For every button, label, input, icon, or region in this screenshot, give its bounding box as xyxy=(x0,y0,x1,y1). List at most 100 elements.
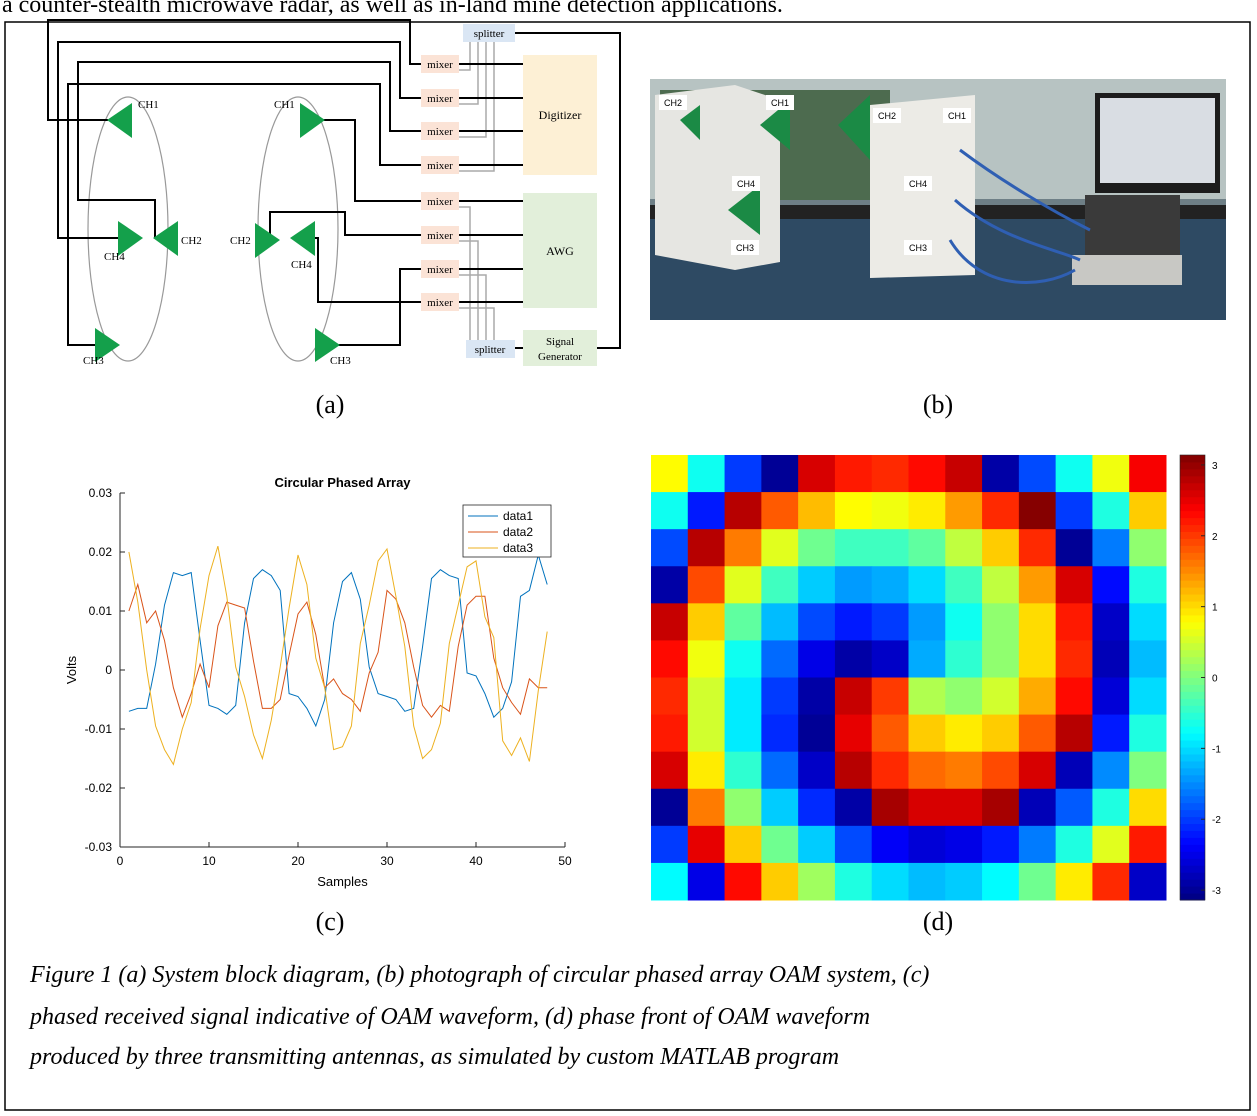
heatmap-cell xyxy=(687,788,726,827)
heatmap-cell xyxy=(1055,677,1093,716)
heatmap-cell xyxy=(908,862,946,901)
colorbar-segment xyxy=(1180,503,1205,512)
photo-label: CH3 xyxy=(909,243,927,253)
heatmap-cell xyxy=(1092,492,1130,530)
heatmap-cell xyxy=(1092,640,1130,678)
heatmap-cell xyxy=(1018,640,1057,678)
mixer-box xyxy=(421,55,459,73)
heatmap-cell xyxy=(687,603,726,641)
heatmap-cell xyxy=(798,492,836,530)
colorbar-segment xyxy=(1180,531,1205,539)
heatmap-cell xyxy=(945,677,983,716)
y-tick-label: 0.02 xyxy=(89,545,113,559)
mixer-label: mixer xyxy=(427,126,453,138)
heatmap-cell xyxy=(1018,529,1057,567)
antenna-label: CH4 xyxy=(291,259,312,271)
photo-label: CH4 xyxy=(737,179,755,189)
y-tick-label: 0.03 xyxy=(89,486,113,500)
heatmap-cell xyxy=(945,566,983,604)
y-tick-label: 0 xyxy=(105,663,112,677)
antenna xyxy=(153,221,178,256)
photo-label: CH1 xyxy=(771,98,789,108)
figure-caption: produced by three transmitting antennas,… xyxy=(28,1044,839,1070)
heatmap-cell xyxy=(982,862,1020,901)
heatmap-cell xyxy=(798,788,836,827)
heatmap-cell xyxy=(871,825,909,864)
x-tick-label: 40 xyxy=(469,854,483,868)
awg-box xyxy=(523,193,597,308)
y-tick-label: -0.01 xyxy=(85,722,113,736)
photo-label-box xyxy=(904,176,932,191)
x-tick-label: 50 xyxy=(558,854,572,868)
block-diagram: splitter splitter Digitizer AWG Signal G… xyxy=(47,19,621,367)
splitter-label: splitter xyxy=(474,28,505,40)
heatmap-cell xyxy=(651,603,689,641)
heatmap-cell xyxy=(1018,714,1057,753)
heatmap-cell xyxy=(908,714,946,753)
x-tick-label: 20 xyxy=(291,854,305,868)
heatmap-cell xyxy=(761,603,799,641)
antenna xyxy=(95,328,120,362)
colorbar-segment xyxy=(1180,893,1205,901)
wire xyxy=(77,61,421,238)
heatmap-cell xyxy=(908,788,946,827)
series-line xyxy=(128,545,548,766)
heatmap-cell xyxy=(1018,751,1057,790)
photo-label: CH3 xyxy=(736,243,754,253)
heatmap-cell xyxy=(798,455,836,493)
mixer-box xyxy=(421,260,459,278)
heatmap-cell xyxy=(1055,455,1093,493)
heatmap-cell xyxy=(761,825,799,864)
colorbar-segment xyxy=(1180,886,1205,894)
colorbar-segment xyxy=(1180,510,1205,519)
heatmap-cell xyxy=(834,455,873,493)
heatmap-cell xyxy=(1129,640,1167,678)
photograph: CH2 CH1 CH4 CH3 CH2 CH1 CH4 CH3 xyxy=(650,79,1226,320)
wire xyxy=(269,211,421,240)
heatmap-cell xyxy=(871,529,909,567)
heatmap-cell xyxy=(724,714,762,753)
heatmap-cell xyxy=(982,825,1020,864)
heatmap-cell xyxy=(982,455,1020,493)
colorbar-segment xyxy=(1180,475,1205,484)
signal-generator-label: Signal xyxy=(546,336,574,348)
mixer-box xyxy=(421,192,459,210)
heatmap-cell xyxy=(651,492,689,530)
heatmap-cell xyxy=(834,751,873,790)
mixer-label: mixer xyxy=(427,160,453,172)
heatmap-cell xyxy=(798,714,836,753)
antenna xyxy=(315,328,340,362)
heatmap-cell xyxy=(1129,714,1167,753)
heatmap-cell xyxy=(687,455,726,493)
heatmap-cell xyxy=(1055,566,1093,604)
heatmap-cell xyxy=(1129,455,1167,493)
lo-line xyxy=(459,42,495,172)
heatmap-cell xyxy=(1055,862,1093,901)
heatmap-cell xyxy=(1018,825,1057,864)
colorbar-segment xyxy=(1180,621,1205,630)
heatmap-cell xyxy=(1055,529,1093,567)
series-line xyxy=(128,582,548,719)
x-axis-label: Samples xyxy=(317,874,368,889)
heatmap-cell xyxy=(1092,825,1130,864)
heatmap-cell xyxy=(724,640,762,678)
mixer-box xyxy=(421,89,459,107)
heatmap-cell xyxy=(761,862,799,901)
heatmap-cell xyxy=(1055,492,1093,530)
colorbar-segment xyxy=(1180,601,1205,609)
heatmap-cell xyxy=(834,529,873,567)
heatmap-cell xyxy=(834,566,873,604)
heatmap-cell xyxy=(1018,677,1057,716)
photo-label: CH2 xyxy=(664,98,682,108)
heatmap-cell xyxy=(871,862,909,901)
heatmap-cell xyxy=(798,640,836,678)
wire xyxy=(47,19,421,121)
colorbar-segment xyxy=(1180,670,1205,678)
heatmap-cell xyxy=(908,640,946,678)
heatmap-cell xyxy=(724,788,762,827)
wire xyxy=(459,63,523,303)
heatmap-cell xyxy=(945,529,983,567)
heatmap-cell xyxy=(945,640,983,678)
colorbar-segment xyxy=(1180,559,1205,567)
antenna xyxy=(290,221,315,256)
